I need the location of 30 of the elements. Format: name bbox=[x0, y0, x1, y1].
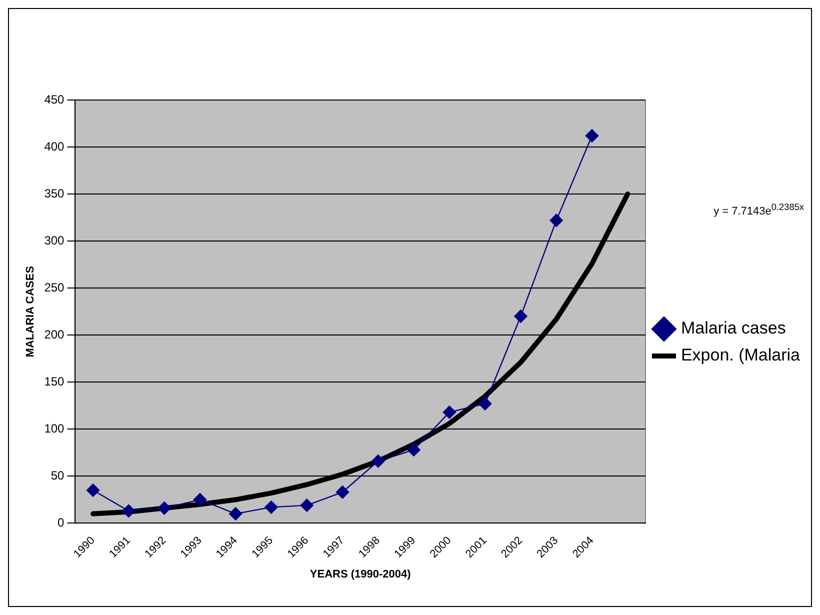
y-tick-label: 350 bbox=[44, 186, 65, 200]
point bbox=[372, 454, 385, 468]
text: y = 7.7143e$^{0.2385x}$ bbox=[714, 201, 804, 220]
legend-label: Expon. (Malaria bbox=[680, 346, 801, 365]
y-tick-label: 150 bbox=[44, 374, 65, 388]
legend-label: Malaria cases bbox=[680, 318, 786, 338]
y-tick-label: 250 bbox=[44, 280, 65, 294]
point bbox=[300, 498, 314, 512]
point bbox=[514, 310, 528, 323]
point bbox=[550, 214, 563, 227]
point bbox=[264, 500, 278, 514]
point bbox=[158, 502, 171, 515]
point bbox=[336, 486, 350, 499]
y-tick-label: 200 bbox=[44, 327, 65, 342]
y-tick-label: 50 bbox=[50, 468, 65, 482]
point bbox=[86, 484, 100, 497]
point bbox=[585, 129, 599, 142]
y-tick-label: 400 bbox=[44, 139, 65, 154]
point bbox=[407, 443, 420, 456]
x-axis-title: YEARS (1990-2004) bbox=[310, 568, 412, 580]
y-axis-title: MALARIA CASES bbox=[24, 266, 37, 358]
y-tick-label: 0 bbox=[58, 515, 65, 530]
point bbox=[478, 397, 492, 410]
y-tick-label: 450 bbox=[44, 92, 65, 106]
y-tick-label: 100 bbox=[44, 421, 65, 436]
point bbox=[193, 493, 207, 506]
point bbox=[122, 504, 136, 518]
y-tick-label: 300 bbox=[44, 233, 65, 248]
point bbox=[229, 507, 242, 520]
point bbox=[442, 406, 456, 419]
